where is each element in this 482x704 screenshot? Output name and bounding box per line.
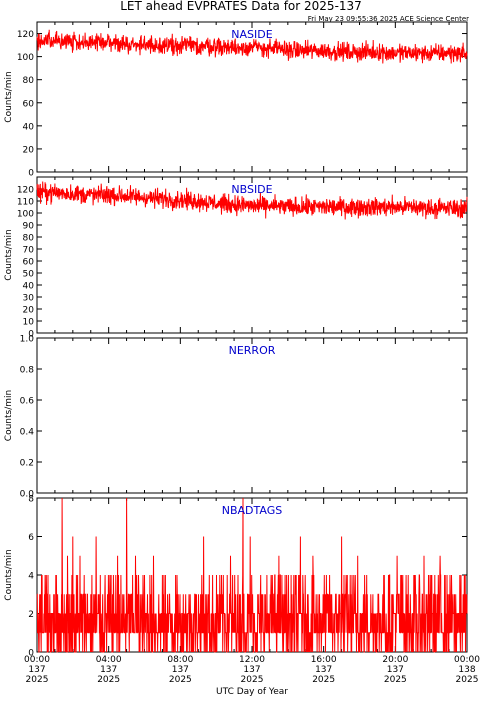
y-tick-label: 30 xyxy=(23,294,35,304)
y-tick-label: 0 xyxy=(28,330,34,340)
x-tick-label-year: 2025 xyxy=(384,675,407,685)
series-nbadtags xyxy=(36,497,468,653)
y-tick-label: 0.4 xyxy=(20,428,35,438)
y-tick-label: 0 xyxy=(28,649,34,659)
y-tick-label: 120 xyxy=(17,30,34,40)
x-axis-label: UTC Day of Year xyxy=(216,687,288,697)
panel-label-nbside: NBSIDE xyxy=(231,183,272,196)
panel-label-nbadtags: NBADTAGS xyxy=(222,504,282,517)
x-tick-label-time: 12:00 xyxy=(239,655,265,665)
x-tick-label-year: 2025 xyxy=(241,675,264,685)
y-axis-label: Counts/min xyxy=(4,549,14,600)
x-tick-label-day: 138 xyxy=(458,665,475,675)
x-tick-label-day: 137 xyxy=(28,665,45,675)
y-tick-label: 6 xyxy=(28,533,34,543)
y-tick-label: 80 xyxy=(23,76,35,86)
x-tick-label-time: 00:00 xyxy=(454,655,480,665)
panel-label-nerror: NERROR xyxy=(229,344,276,357)
x-tick-label-day: 137 xyxy=(387,665,404,675)
y-axis-label: Counts/min xyxy=(4,390,14,441)
x-tick-label-year: 2025 xyxy=(456,675,479,685)
y-tick-label: 1.0 xyxy=(20,335,35,345)
x-tick-label-time: 08:00 xyxy=(167,655,193,665)
y-tick-label: 2 xyxy=(28,610,34,620)
x-tick-label-time: 04:00 xyxy=(96,655,122,665)
x-tick-label-day: 137 xyxy=(172,665,189,675)
x-tick-label-year: 2025 xyxy=(312,675,335,685)
panel-frame-nbside xyxy=(36,176,468,334)
y-tick-label: 0.2 xyxy=(20,459,34,469)
y-tick-label: 100 xyxy=(17,53,34,63)
y-tick-label: 40 xyxy=(23,282,35,292)
x-tick-label-year: 2025 xyxy=(97,675,120,685)
y-tick-label: 4 xyxy=(28,572,34,582)
y-tick-label: 20 xyxy=(23,145,35,155)
y-tick-label: 80 xyxy=(23,234,35,244)
y-tick-label: 70 xyxy=(23,246,35,256)
series-nbside xyxy=(36,181,468,220)
series-naside xyxy=(36,29,468,64)
panel-label-naside: NASIDE xyxy=(231,28,272,41)
x-tick-label-time: 20:00 xyxy=(382,655,408,665)
x-tick-label-year: 2025 xyxy=(169,675,192,685)
x-tick-label-day: 137 xyxy=(243,665,260,675)
x-tick-label-time: 00:00 xyxy=(24,655,50,665)
x-tick-label-day: 137 xyxy=(315,665,332,675)
y-tick-label: 120 xyxy=(17,186,34,196)
y-tick-label: 8 xyxy=(28,495,34,505)
y-tick-label: 50 xyxy=(23,270,35,280)
y-axis-label: Counts/min xyxy=(4,229,14,280)
x-tick-label-year: 2025 xyxy=(26,675,49,685)
chart-timestamp: Fri May 23 09:55:36 2025 ACE Science Cen… xyxy=(308,15,469,23)
y-tick-label: 0.8 xyxy=(20,366,35,376)
y-tick-label: 0 xyxy=(28,169,34,179)
y-tick-label: 0.0 xyxy=(20,490,35,500)
panel-frame-nerror xyxy=(36,337,468,494)
y-tick-label: 20 xyxy=(23,306,35,316)
y-tick-label: 40 xyxy=(23,122,35,132)
y-tick-label: 10 xyxy=(23,318,35,328)
y-tick-label: 0.6 xyxy=(20,397,35,407)
chart-title: LET ahead EVPRATES Data for 2025-137 xyxy=(120,0,362,13)
y-tick-label: 60 xyxy=(23,99,35,109)
y-tick-label: 60 xyxy=(23,258,35,268)
x-tick-label-time: 16:00 xyxy=(311,655,337,665)
y-tick-label: 110 xyxy=(17,198,34,208)
y-axis-label: Counts/min xyxy=(4,71,14,122)
x-tick-label-day: 137 xyxy=(100,665,117,675)
y-tick-label: 90 xyxy=(23,222,35,232)
y-tick-label: 100 xyxy=(17,210,34,220)
